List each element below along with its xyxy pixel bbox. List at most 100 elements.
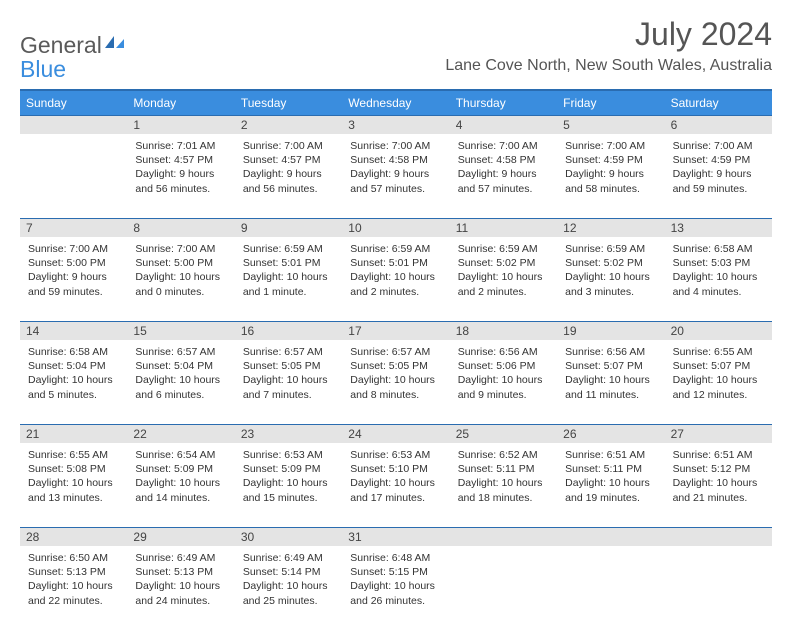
day-line: and 2 minutes. [458, 285, 549, 299]
day-line: and 5 minutes. [28, 388, 119, 402]
day-number: 13 [665, 219, 772, 237]
day-details: Sunrise: 6:54 AMSunset: 5:09 PMDaylight:… [131, 446, 230, 505]
day-line: and 8 minutes. [350, 388, 441, 402]
day-number: 18 [450, 322, 557, 340]
day-line: and 22 minutes. [28, 594, 119, 608]
week-content-row: Sunrise: 6:55 AMSunset: 5:08 PMDaylight:… [20, 443, 772, 527]
day-details: Sunrise: 7:00 AMSunset: 4:58 PMDaylight:… [346, 137, 445, 196]
weekday-header: Friday [557, 91, 664, 115]
day-details: Sunrise: 6:58 AMSunset: 5:04 PMDaylight:… [24, 343, 123, 402]
day-line: Sunset: 5:11 PM [458, 462, 549, 476]
day-line: Sunset: 5:09 PM [243, 462, 334, 476]
day-line: and 0 minutes. [135, 285, 226, 299]
day-line: Sunset: 5:12 PM [673, 462, 764, 476]
week-number-row: 28293031 [20, 527, 772, 546]
day-cell: Sunrise: 6:57 AMSunset: 5:05 PMDaylight:… [342, 340, 449, 424]
day-line: Sunset: 4:59 PM [673, 153, 764, 167]
weekday-header: Sunday [20, 91, 127, 115]
day-details: Sunrise: 7:00 AMSunset: 4:57 PMDaylight:… [239, 137, 338, 196]
day-cell: Sunrise: 6:57 AMSunset: 5:04 PMDaylight:… [127, 340, 234, 424]
day-number: 15 [127, 322, 234, 340]
calendar-header-row: SundayMondayTuesdayWednesdayThursdayFrid… [20, 89, 772, 115]
day-line: and 21 minutes. [673, 491, 764, 505]
day-number [20, 116, 127, 134]
day-details: Sunrise: 6:55 AMSunset: 5:08 PMDaylight:… [24, 446, 123, 505]
day-line: and 56 minutes. [243, 182, 334, 196]
day-details: Sunrise: 6:53 AMSunset: 5:10 PMDaylight:… [346, 446, 445, 505]
day-details: Sunrise: 6:50 AMSunset: 5:13 PMDaylight:… [24, 549, 123, 608]
day-number: 3 [342, 116, 449, 134]
day-line: and 15 minutes. [243, 491, 334, 505]
day-number: 30 [235, 528, 342, 546]
day-cell: Sunrise: 6:51 AMSunset: 5:11 PMDaylight:… [557, 443, 664, 527]
day-line: Daylight: 9 hours [458, 167, 549, 181]
day-number: 8 [127, 219, 234, 237]
day-line: and 19 minutes. [565, 491, 656, 505]
day-line: Sunset: 5:07 PM [673, 359, 764, 373]
day-details: Sunrise: 7:01 AMSunset: 4:57 PMDaylight:… [131, 137, 230, 196]
weekday-header: Wednesday [342, 91, 449, 115]
day-details: Sunrise: 6:57 AMSunset: 5:04 PMDaylight:… [131, 343, 230, 402]
day-cell [665, 546, 772, 630]
day-line: Sunset: 5:10 PM [350, 462, 441, 476]
day-line: and 14 minutes. [135, 491, 226, 505]
day-line: Sunset: 4:57 PM [243, 153, 334, 167]
day-line: Sunrise: 6:53 AM [243, 448, 334, 462]
day-details: Sunrise: 6:59 AMSunset: 5:02 PMDaylight:… [561, 240, 660, 299]
week-content-row: Sunrise: 6:50 AMSunset: 5:13 PMDaylight:… [20, 546, 772, 630]
day-cell: Sunrise: 6:55 AMSunset: 5:08 PMDaylight:… [20, 443, 127, 527]
day-line: Sunset: 5:15 PM [350, 565, 441, 579]
day-line: and 56 minutes. [135, 182, 226, 196]
weekday-header: Thursday [450, 91, 557, 115]
day-line: and 57 minutes. [458, 182, 549, 196]
day-cell: Sunrise: 6:59 AMSunset: 5:01 PMDaylight:… [235, 237, 342, 321]
day-line: Sunrise: 6:51 AM [673, 448, 764, 462]
day-line: and 6 minutes. [135, 388, 226, 402]
day-number [665, 528, 772, 546]
day-line: Daylight: 10 hours [673, 476, 764, 490]
header: General July 2024 Lane Cove North, New S… [20, 16, 772, 75]
day-cell: Sunrise: 6:56 AMSunset: 5:07 PMDaylight:… [557, 340, 664, 424]
day-number: 28 [20, 528, 127, 546]
day-details: Sunrise: 6:57 AMSunset: 5:05 PMDaylight:… [239, 343, 338, 402]
day-cell: Sunrise: 7:00 AMSunset: 4:58 PMDaylight:… [342, 134, 449, 218]
day-number: 9 [235, 219, 342, 237]
day-line: Sunset: 5:01 PM [243, 256, 334, 270]
day-number: 1 [127, 116, 234, 134]
day-cell [20, 134, 127, 218]
week-content-row: Sunrise: 7:00 AMSunset: 5:00 PMDaylight:… [20, 237, 772, 321]
day-number: 5 [557, 116, 664, 134]
day-line: Daylight: 10 hours [565, 270, 656, 284]
day-line: Sunrise: 6:58 AM [673, 242, 764, 256]
day-line: Daylight: 10 hours [28, 476, 119, 490]
day-line: and 1 minute. [243, 285, 334, 299]
day-line: Daylight: 10 hours [350, 373, 441, 387]
day-cell: Sunrise: 6:59 AMSunset: 5:01 PMDaylight:… [342, 237, 449, 321]
day-details: Sunrise: 6:48 AMSunset: 5:15 PMDaylight:… [346, 549, 445, 608]
day-line: Daylight: 10 hours [243, 579, 334, 593]
day-line: Daylight: 9 hours [135, 167, 226, 181]
day-details: Sunrise: 6:53 AMSunset: 5:09 PMDaylight:… [239, 446, 338, 505]
day-line: Sunset: 5:05 PM [243, 359, 334, 373]
day-number: 10 [342, 219, 449, 237]
day-line: Sunset: 5:14 PM [243, 565, 334, 579]
day-line: Sunset: 5:05 PM [350, 359, 441, 373]
day-line: Sunrise: 6:57 AM [243, 345, 334, 359]
day-line: Sunset: 5:08 PM [28, 462, 119, 476]
day-line: and 17 minutes. [350, 491, 441, 505]
day-number: 26 [557, 425, 664, 443]
day-line: Sunset: 5:00 PM [28, 256, 119, 270]
day-line: Daylight: 9 hours [565, 167, 656, 181]
day-details: Sunrise: 6:56 AMSunset: 5:06 PMDaylight:… [454, 343, 553, 402]
week-number-row: 14151617181920 [20, 321, 772, 340]
day-cell: Sunrise: 7:00 AMSunset: 4:59 PMDaylight:… [557, 134, 664, 218]
day-line: and 59 minutes. [28, 285, 119, 299]
month-title: July 2024 [445, 16, 772, 53]
day-number: 11 [450, 219, 557, 237]
day-cell: Sunrise: 7:00 AMSunset: 4:58 PMDaylight:… [450, 134, 557, 218]
day-cell: Sunrise: 6:48 AMSunset: 5:15 PMDaylight:… [342, 546, 449, 630]
day-line: Daylight: 10 hours [135, 270, 226, 284]
day-line: and 18 minutes. [458, 491, 549, 505]
day-details: Sunrise: 6:59 AMSunset: 5:01 PMDaylight:… [239, 240, 338, 299]
day-line: Sunrise: 7:00 AM [243, 139, 334, 153]
